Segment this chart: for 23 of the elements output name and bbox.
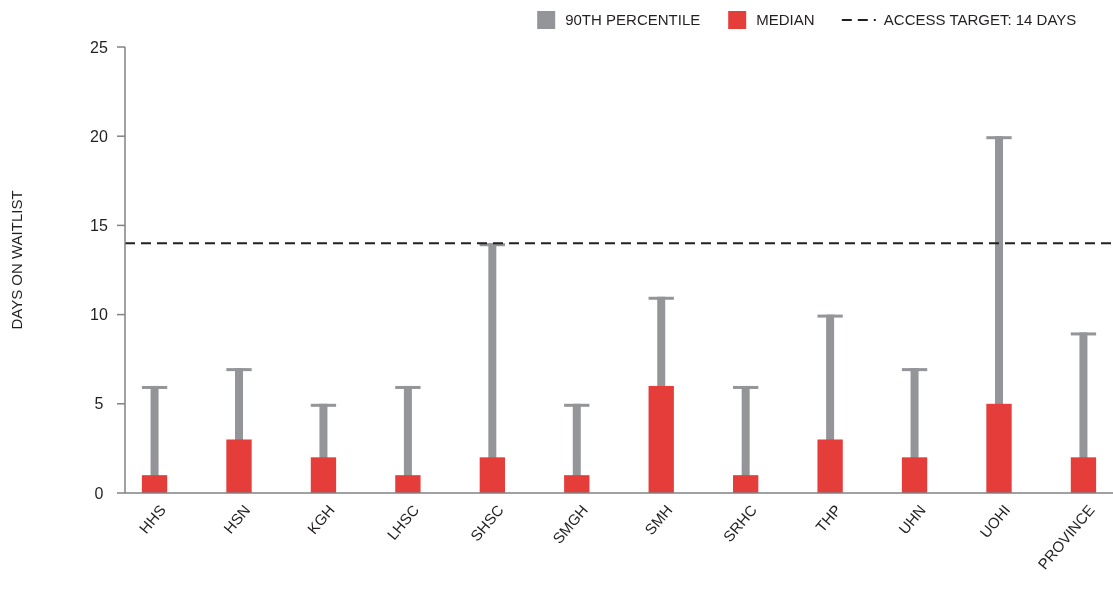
bar xyxy=(817,439,843,493)
bar xyxy=(648,385,674,493)
bar xyxy=(1070,457,1097,493)
bar xyxy=(479,457,505,493)
bar xyxy=(901,457,928,493)
bar xyxy=(395,475,421,493)
bar xyxy=(564,475,590,493)
bar xyxy=(141,475,168,493)
y-tick-label: 0 xyxy=(94,484,104,502)
bar xyxy=(226,439,252,493)
y-tick-label: 15 xyxy=(90,217,108,234)
legend-label: ACCESS TARGET: 14 DAYS xyxy=(883,11,1077,29)
y-tick-label: 25 xyxy=(90,38,108,56)
x-tick-label: THP xyxy=(812,501,845,536)
y-tick-label: 10 xyxy=(90,306,108,324)
legend-label: MEDIAN xyxy=(756,11,815,29)
y-axis-title: DAYS ON WAITLIST xyxy=(8,190,25,330)
bar xyxy=(733,475,759,493)
y-tick-label: 20 xyxy=(90,127,108,145)
bar xyxy=(310,457,337,493)
y-tick-label: 5 xyxy=(94,395,104,413)
legend-label: 90TH PERCENTILE xyxy=(565,11,701,29)
bar xyxy=(986,403,1012,493)
